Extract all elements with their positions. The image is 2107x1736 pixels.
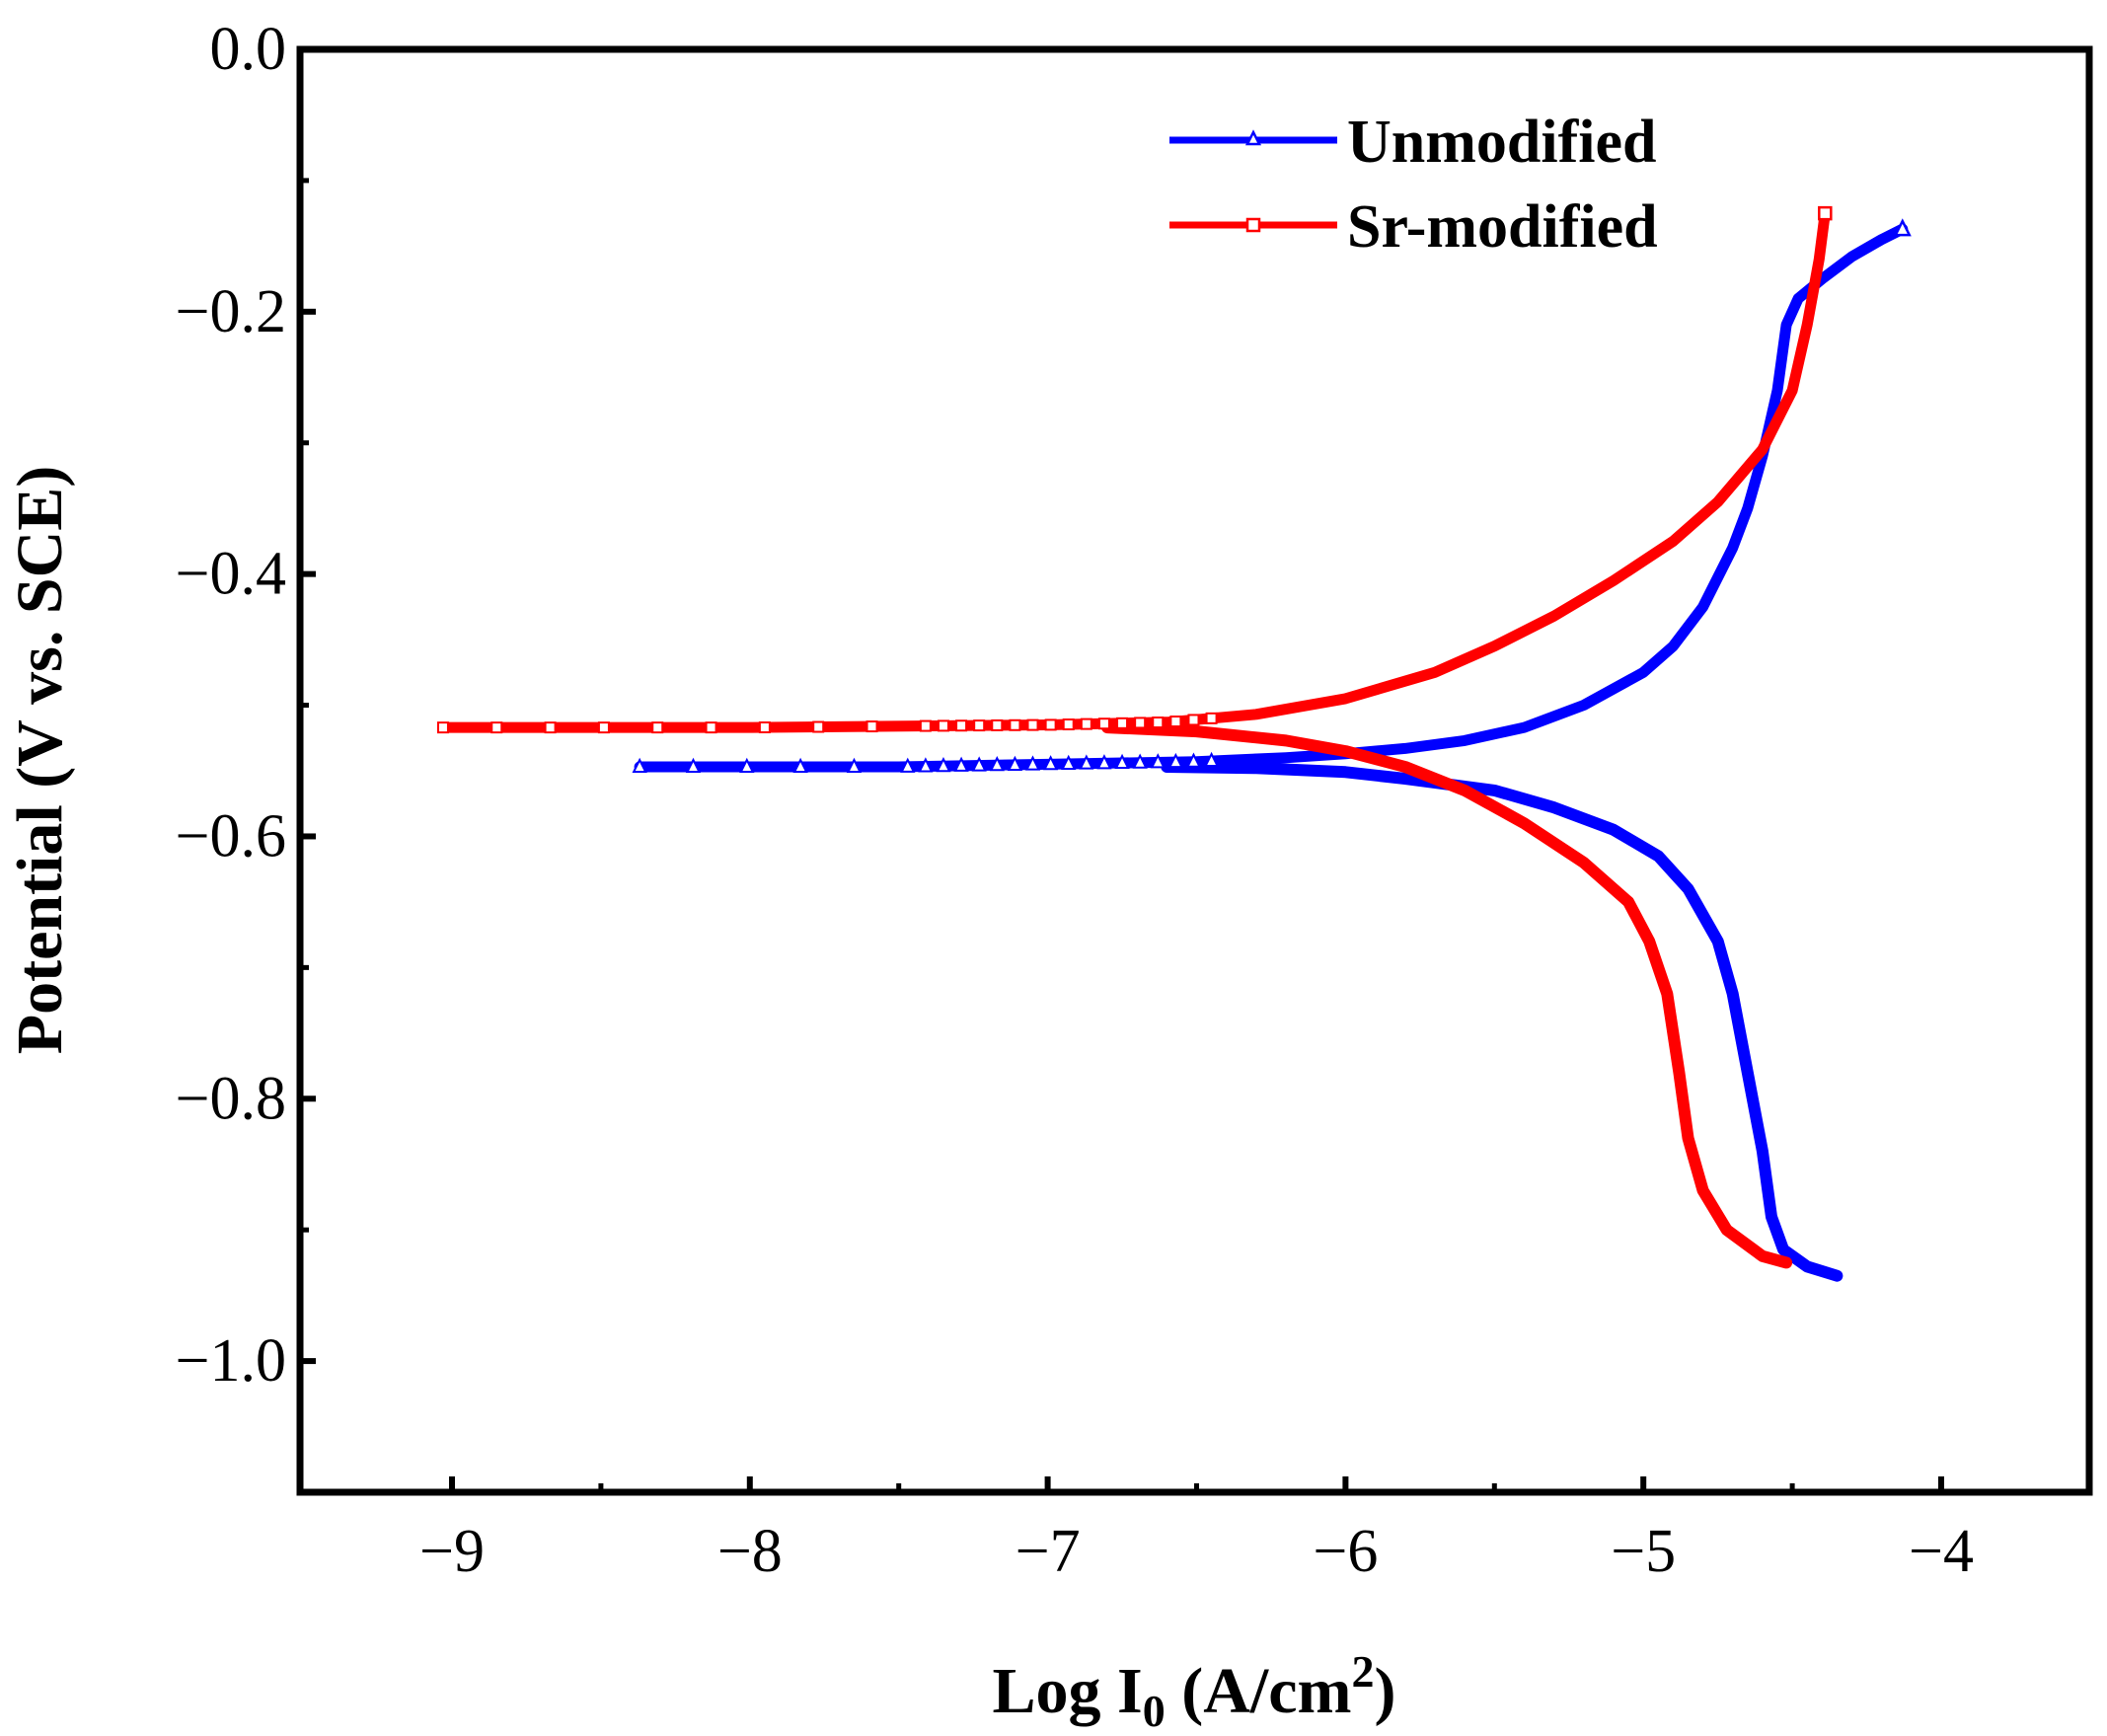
data-point-sr-modified xyxy=(955,719,968,732)
y-tick-label: −1.0 xyxy=(176,1327,286,1395)
data-point-unmodified xyxy=(1096,754,1112,770)
x-tick-label: −4 xyxy=(1909,1518,1974,1585)
data-point-sr-modified xyxy=(937,719,949,732)
y-tick-label: −0.8 xyxy=(176,1065,286,1132)
legend-label-sr-modified: Sr-modified xyxy=(1347,193,1658,261)
x-axis-title-unit: (A/cm xyxy=(1166,1655,1352,1727)
x-tick-label: −5 xyxy=(1611,1518,1676,1585)
x-axis-title-sub: 0 xyxy=(1143,1686,1166,1736)
data-point-unmodified xyxy=(1024,755,1041,771)
x-tick-label: −9 xyxy=(419,1518,485,1585)
data-point-unmodified xyxy=(1007,755,1023,771)
data-point-sr-modified xyxy=(919,719,932,732)
data-point-unmodified xyxy=(1043,755,1059,771)
data-point-sr-modified-end xyxy=(1818,205,1833,221)
data-point-sr-modified xyxy=(865,720,878,733)
data-point-sr-modified xyxy=(991,718,1004,731)
legend: Unmodified Sr-modified xyxy=(1169,109,1658,261)
data-point-unmodified-end xyxy=(1893,218,1912,237)
ticks-layer xyxy=(300,46,1944,1492)
legend-marker-unmodified xyxy=(1244,129,1262,146)
data-point-sr-modified xyxy=(651,721,664,734)
data-point-unmodified xyxy=(1079,754,1094,770)
y-tick-label: −0.4 xyxy=(176,541,286,608)
data-point-sr-modified xyxy=(544,721,557,734)
data-point-unmodified xyxy=(1150,753,1166,769)
data-point-sr-modified xyxy=(1026,718,1039,731)
data-point-sr-modified xyxy=(597,721,610,734)
x-axis-title: Log I0 (A/cm2) xyxy=(993,1646,1396,1736)
data-point-unmodified xyxy=(739,757,755,774)
data-point-sr-modified xyxy=(1044,718,1057,731)
data-point-sr-modified xyxy=(1116,717,1129,729)
data-point-sr-modified xyxy=(1152,717,1165,729)
series-line-sr-modified-cathodic xyxy=(1101,721,1793,1269)
data-point-unmodified xyxy=(1132,753,1148,769)
data-point-unmodified xyxy=(1061,754,1077,770)
data-point-sr-modified xyxy=(436,721,449,734)
data-point-sr-modified xyxy=(1080,717,1092,730)
data-point-sr-modified xyxy=(1187,714,1200,726)
tick-labels-layer: −9 −8 −7 −6 −5 −4 0.0 −0.2 −0.4 −0.6 −0.8 −1.0 xyxy=(176,16,1974,1585)
data-point-sr-modified xyxy=(490,721,503,734)
series-line-sr-modified-anodic xyxy=(437,207,1831,733)
data-point-unmodified xyxy=(632,757,647,774)
y-tick-label: 0.0 xyxy=(210,16,287,83)
data-point-unmodified xyxy=(918,757,934,773)
data-point-sr-modified xyxy=(812,720,825,733)
data-point-unmodified xyxy=(792,757,808,774)
data-point-unmodified xyxy=(685,757,702,774)
y-tick-label: −0.2 xyxy=(176,278,286,345)
legend-marker-sr-modified xyxy=(1245,217,1261,233)
series-line-unmodified-cathodic xyxy=(1161,761,1844,1282)
x-axis-title-close: ) xyxy=(1375,1655,1396,1727)
x-tick-label: −8 xyxy=(717,1518,783,1585)
data-point-sr-modified xyxy=(758,721,771,734)
y-tick-label: −0.6 xyxy=(176,802,286,869)
data-point-sr-modified xyxy=(1205,712,1218,724)
series-layer xyxy=(436,205,1912,1282)
data-point-unmodified xyxy=(1167,752,1183,769)
data-point-unmodified xyxy=(1114,753,1130,770)
data-point-unmodified xyxy=(846,757,863,774)
y-axis-title: Potential (V vs. SCE) xyxy=(4,466,76,1054)
x-tick-label: −6 xyxy=(1313,1518,1378,1585)
data-point-unmodified xyxy=(900,757,916,773)
series-line-unmodified-anodic xyxy=(634,223,1909,773)
data-point-unmodified xyxy=(936,756,951,773)
data-point-sr-modified xyxy=(1062,718,1075,731)
x-axis-title-main: Log I xyxy=(993,1655,1143,1727)
data-point-sr-modified xyxy=(973,719,986,732)
data-point-unmodified xyxy=(989,756,1005,772)
x-tick-label: −7 xyxy=(1016,1518,1081,1585)
data-point-sr-modified xyxy=(705,721,717,734)
legend-label-unmodified: Unmodified xyxy=(1347,109,1656,176)
data-point-sr-modified xyxy=(1009,718,1021,731)
data-point-unmodified xyxy=(1203,751,1220,768)
data-point-unmodified xyxy=(953,756,969,772)
data-point-unmodified xyxy=(971,756,987,772)
x-axis-title-sup: 2 xyxy=(1352,1646,1375,1697)
data-point-unmodified xyxy=(1185,752,1202,768)
data-point-sr-modified xyxy=(1134,717,1147,729)
data-point-sr-modified xyxy=(1097,717,1110,730)
data-point-sr-modified xyxy=(1169,716,1182,728)
